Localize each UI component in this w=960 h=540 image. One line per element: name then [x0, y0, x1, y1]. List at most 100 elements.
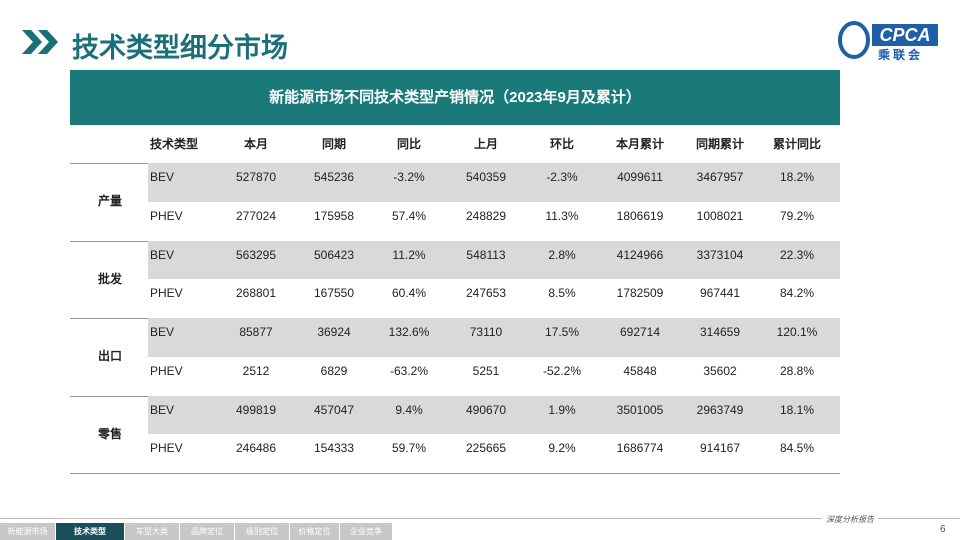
- table-cell: 246486: [235, 441, 277, 456]
- table-cell: 28.8%: [779, 363, 815, 378]
- table-cell: -63.2%: [389, 363, 429, 378]
- table-cell: 154333: [313, 441, 355, 456]
- table-cell: 4099611: [617, 170, 663, 184]
- table-cell: 6829: [320, 363, 348, 378]
- table-cell: 11.3%: [545, 208, 579, 223]
- table-cell: 175958: [313, 208, 355, 223]
- table-cell: 36924: [317, 325, 351, 339]
- table-cell: 9.4%: [395, 402, 423, 417]
- table-cell: 57.4%: [391, 208, 427, 223]
- table-cell: 35602: [703, 363, 737, 378]
- table-cell: 22.3%: [779, 247, 815, 262]
- footer-tab[interactable]: 品牌定位: [180, 523, 234, 540]
- table-cell: 4124966: [616, 247, 664, 262]
- footer-tab[interactable]: 价格定位: [290, 523, 339, 540]
- table-title: 新能源市场不同技术类型产销情况（2023年9月及累计）: [70, 70, 840, 125]
- table-cell: 18.1%: [779, 402, 815, 417]
- table-cell: PHEV: [150, 363, 183, 378]
- table-cell: BEV: [150, 170, 175, 184]
- table-cell: 3373104: [696, 247, 744, 262]
- footer-tab[interactable]: 新能源市场: [0, 523, 55, 540]
- table-cell: 527870: [235, 170, 277, 184]
- footer-tab[interactable]: 企业竞争: [340, 523, 392, 540]
- table-cell: 3467957: [696, 170, 744, 184]
- column-header: 环比: [549, 137, 574, 151]
- table-cell: 11.2%: [392, 247, 426, 262]
- table-cell: PHEV: [150, 208, 183, 223]
- table-cell: 17.5%: [544, 325, 580, 339]
- column-header: 同比: [396, 137, 421, 151]
- table-cell: 9.2%: [548, 441, 576, 456]
- table-cell: BEV: [150, 325, 175, 339]
- table-cell: 59.7%: [391, 441, 427, 456]
- column-header: 累计同比: [772, 137, 821, 151]
- table-cell: 120.1%: [776, 325, 818, 339]
- table-cell: 563295: [235, 247, 277, 262]
- table-cell: 85877: [239, 325, 273, 339]
- table-cell: 1.9%: [548, 402, 576, 417]
- table-cell: 225665: [465, 441, 507, 456]
- logo: CPCA: [872, 24, 938, 46]
- slide-title: 技术类型细分市场: [72, 33, 288, 63]
- table-cell: 79.2%: [779, 208, 815, 223]
- table-cell: BEV: [150, 247, 175, 262]
- table-cell: 18.2%: [779, 170, 815, 184]
- table-cell: 914167: [699, 441, 741, 456]
- table-cell: -2.3%: [546, 170, 578, 184]
- page-number: 6: [940, 524, 946, 535]
- column-header: 本月: [243, 137, 268, 151]
- table-cell: 132.6%: [388, 325, 430, 339]
- table-cell: 3501005: [616, 402, 664, 417]
- table-cell: 506423: [313, 247, 355, 262]
- footer-tab[interactable]: 技术类型: [56, 523, 124, 540]
- table-cell: 2512: [242, 363, 270, 378]
- table-cell: 167550: [313, 286, 355, 301]
- table-cell: 5251: [472, 363, 500, 378]
- column-header: 本月累计: [615, 137, 664, 151]
- table-cell: 1686774: [616, 441, 664, 456]
- group-label: 批发: [97, 271, 122, 286]
- table-cell: 73110: [469, 325, 503, 339]
- group-label: 产量: [97, 194, 122, 208]
- footer-tab[interactable]: 级别定位: [235, 523, 289, 540]
- logo-mark: [838, 21, 870, 59]
- table-bottom-rule: [70, 473, 840, 474]
- column-header: 上月: [473, 137, 498, 151]
- table-cell: 967441: [699, 286, 741, 301]
- table-cell: 490670: [465, 402, 507, 417]
- table-cell: 692714: [619, 325, 661, 339]
- table-cell: 545236: [313, 170, 355, 184]
- table-cell: 45848: [623, 363, 657, 378]
- table-cell: 1806619: [616, 208, 664, 223]
- table-cell: 314659: [699, 325, 741, 339]
- table-cell: 1008021: [696, 208, 744, 223]
- row-shade: [148, 318, 840, 357]
- table-cell: 277024: [235, 208, 277, 223]
- row-shade: [148, 240, 840, 280]
- column-header: 同期累计: [695, 137, 744, 151]
- footer-tab[interactable]: 车型大类: [125, 523, 179, 540]
- footer-rule: [0, 518, 960, 519]
- table-cell: BEV: [150, 402, 175, 417]
- table-cell: 268801: [235, 286, 277, 301]
- table-cell: 1782509: [616, 286, 664, 301]
- group-label: 零售: [97, 426, 122, 441]
- column-header: 技术类型: [150, 137, 199, 151]
- table-cell: 457047: [313, 402, 355, 417]
- table-cell: 540359: [465, 170, 507, 184]
- table-cell: PHEV: [150, 441, 183, 456]
- logo-subtext: 乘联会: [878, 48, 924, 62]
- row-shade: [148, 395, 840, 435]
- table-cell: 248829: [465, 208, 507, 223]
- table-cell: 499819: [235, 402, 277, 417]
- group-label: 出口: [97, 349, 122, 363]
- report-label: 深度分析报告: [822, 514, 878, 525]
- row-shade: [148, 163, 840, 202]
- table-cell: 84.2%: [779, 286, 815, 301]
- table-cell: -52.2%: [542, 363, 582, 378]
- table-cell: 2.8%: [548, 247, 576, 262]
- table-cell: 60.4%: [391, 286, 427, 301]
- table-cell: -3.2%: [393, 170, 425, 184]
